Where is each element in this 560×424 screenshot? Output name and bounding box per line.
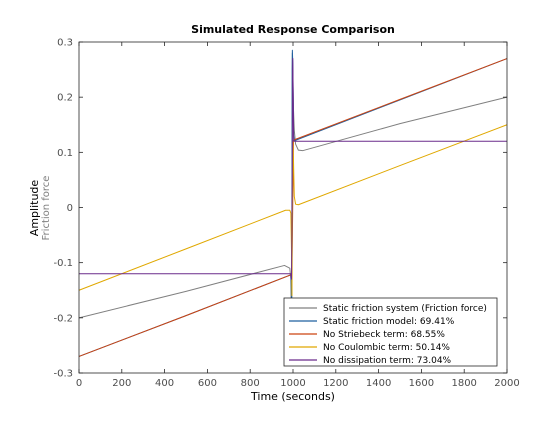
x-tick-label: 1000 — [280, 378, 305, 389]
y-tick-label: 0 — [67, 203, 73, 214]
x-tick-label: 1400 — [366, 378, 391, 389]
legend-label-2: Static friction model: 69.41% — [323, 317, 455, 327]
chart-title: Simulated Response Comparison — [191, 23, 395, 36]
series-line-5 — [79, 58, 507, 280]
x-tick-label: 400 — [155, 378, 174, 389]
legend-label-1: Static friction system (Friction force) — [323, 304, 487, 314]
x-tick-label: 1800 — [451, 378, 476, 389]
x-tick-label: 2000 — [494, 378, 519, 389]
x-axis-label: Time (seconds) — [250, 390, 335, 403]
x-tick-label: 1200 — [323, 378, 348, 389]
x-tick-label: 1600 — [409, 378, 434, 389]
legend-label-4: No Coulombic term: 50.14% — [323, 343, 450, 353]
x-tick-label: 800 — [241, 378, 260, 389]
x-tick-label: 600 — [198, 378, 217, 389]
y-tick-label: 0.3 — [57, 38, 73, 49]
legend-label-3: No Striebeck term: 68.55% — [323, 330, 445, 340]
legend-label-5: No dissipation term: 73.04% — [323, 356, 452, 366]
y-tick-label: -0.1 — [53, 258, 73, 269]
x-axis-ticks: 0 200 400 600 800 1000 1200 1400 1600 1800 2000 — [76, 42, 520, 389]
y-axis-ticks: -0.3 -0.2 -0.1 0 0.1 0.2 0.3 — [53, 38, 507, 380]
legend: Static friction system (Friction force) S… — [283, 297, 498, 367]
y-tick-label: 0.1 — [57, 148, 73, 159]
legend-box — [283, 297, 498, 367]
y-tick-label: -0.2 — [53, 313, 73, 324]
y-axis-secondary-label: Friction force — [41, 176, 52, 241]
y-tick-label: 0.2 — [57, 93, 73, 104]
x-tick-label: 200 — [112, 378, 131, 389]
plot-area — [78, 49, 508, 357]
y-axis-label: Amplitude — [28, 180, 41, 237]
y-tick-label: -0.3 — [53, 369, 73, 380]
x-tick-label: 0 — [76, 378, 82, 389]
